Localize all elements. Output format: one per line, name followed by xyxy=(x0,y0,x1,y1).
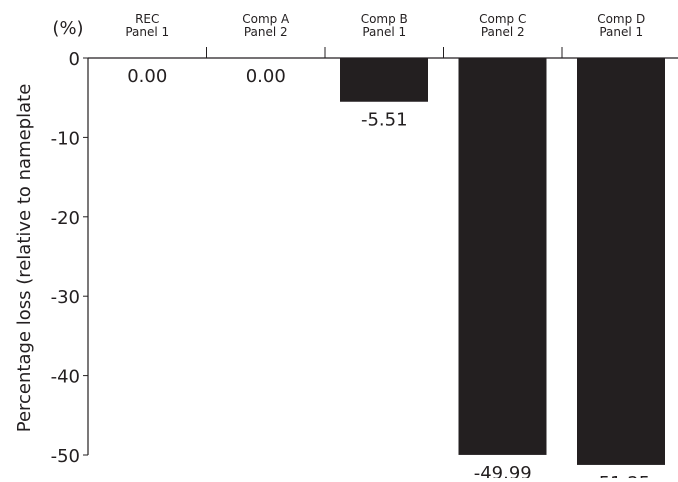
x-category-label: REC Panel 1 xyxy=(125,12,169,39)
y-tick-label: -50 xyxy=(51,446,80,467)
bar xyxy=(340,58,428,102)
bar-value-label: -51.25 xyxy=(592,473,650,478)
y-tick-label: -10 xyxy=(51,128,80,149)
x-category-label: Comp A Panel 2 xyxy=(242,12,290,39)
unit-label: (%) xyxy=(52,18,83,39)
axes-layer xyxy=(83,47,678,456)
y-tick-label: -20 xyxy=(51,208,80,229)
bar xyxy=(577,58,665,465)
bars-layer xyxy=(340,58,665,465)
y-tick-label: 0 xyxy=(69,49,80,70)
bar-value-label: -49.99 xyxy=(474,463,532,478)
bar-value-label: -5.51 xyxy=(361,110,408,131)
bar-value-label: 0.00 xyxy=(246,66,286,87)
y-axis-title: Percentage loss (relative to nameplate xyxy=(14,84,35,433)
x-category-label: Comp D Panel 1 xyxy=(597,12,645,39)
bar-value-label: 0.00 xyxy=(127,66,167,87)
labels-layer: 0 -10 -20 -30 -40 -50 0.00 REC Panel 1 0.00 Comp A… xyxy=(51,12,651,482)
x-category-label: Comp C Panel 2 xyxy=(479,12,526,39)
x-category-label: Comp B Panel 1 xyxy=(361,12,408,39)
y-tick-label: -30 xyxy=(51,287,80,308)
y-tick-label: -40 xyxy=(51,367,80,388)
bar xyxy=(458,58,547,455)
